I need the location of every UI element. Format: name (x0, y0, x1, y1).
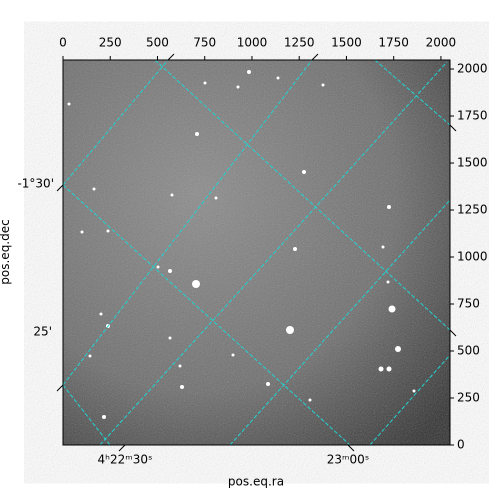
dec-tick-label: -1°30' (17, 177, 54, 191)
x-tick-label: 1250 (284, 36, 315, 50)
grid-line (374, 60, 450, 126)
x-tick-label: 0 (59, 36, 67, 50)
grid-line (63, 60, 313, 386)
grid-line (154, 60, 450, 331)
x-tick-label: 2000 (426, 36, 457, 50)
world-tick (347, 444, 355, 452)
y-tick-label: 750 (457, 297, 480, 311)
world-tick (311, 53, 319, 61)
y-tick-label: 250 (457, 391, 480, 405)
world-tick (56, 384, 64, 392)
y-tick-label: 2000 (457, 62, 488, 76)
image (63, 60, 450, 445)
y-tick-label: 500 (457, 344, 480, 358)
world-tick (56, 184, 64, 192)
grid-line (229, 199, 450, 445)
grid-line (63, 60, 169, 186)
y-axis-label: pos.eq.dec (0, 219, 12, 284)
grid-line (369, 354, 450, 445)
x-tick-label: 1500 (331, 36, 362, 50)
world-tick (118, 444, 126, 452)
x-tick-label: 1750 (378, 36, 409, 50)
dec-tick-label: 25' (33, 325, 52, 339)
ra-tick-label: 23ᵐ00ˢ (327, 453, 370, 467)
axes-frame (62, 59, 451, 446)
ra-tick-label: 4ʰ22ᵐ30ˢ (98, 453, 153, 467)
world-tick (449, 329, 457, 337)
y-tick-label: 1500 (457, 156, 488, 170)
world-tick (449, 124, 457, 132)
x-tick-label: 500 (146, 36, 169, 50)
grid-line (63, 184, 351, 445)
world-tick (167, 53, 175, 61)
x-tick-label: 750 (193, 36, 216, 50)
x-tick-label: 250 (99, 36, 122, 50)
y-tick-label: 1250 (457, 203, 488, 217)
x-tick-label: 1000 (237, 36, 268, 50)
grid-line (63, 384, 111, 445)
x-axis-label: pos.eq.ra (228, 475, 284, 489)
y-tick-label: 1000 (457, 250, 488, 264)
y-tick-label: 0 (457, 438, 465, 452)
y-tick-label: 1750 (457, 109, 488, 123)
grid-line (99, 61, 448, 445)
coordinate-grid (63, 60, 450, 445)
